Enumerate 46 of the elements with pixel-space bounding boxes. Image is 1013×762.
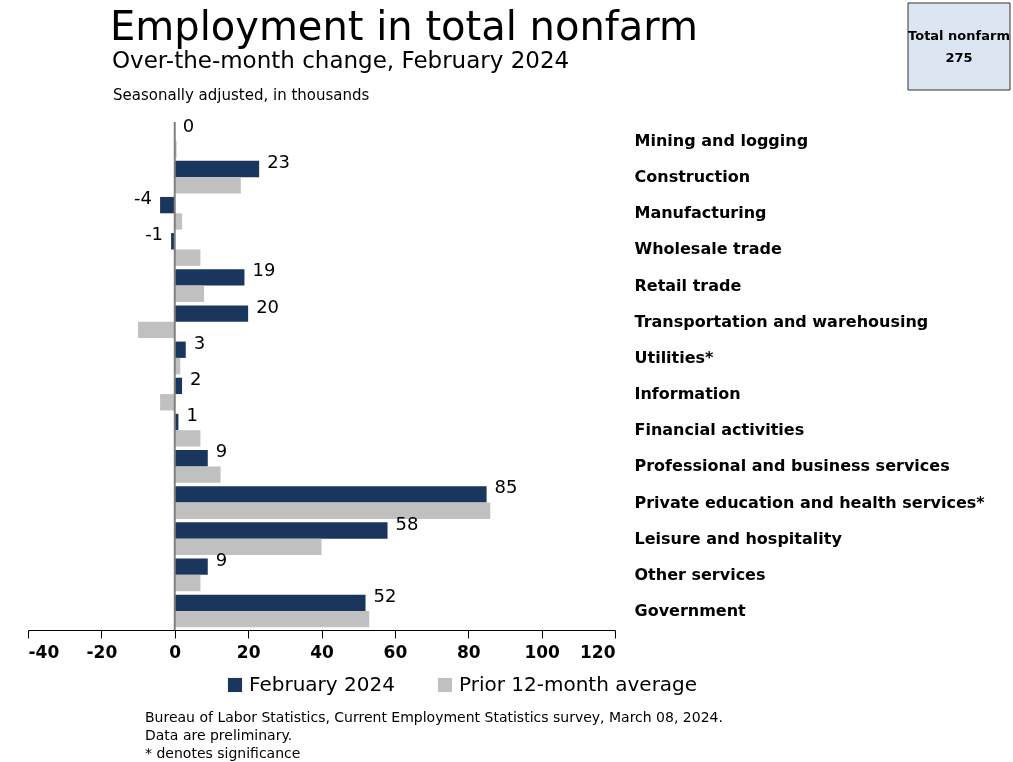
x-tick-label: 80 bbox=[456, 641, 481, 662]
data-label: 85 bbox=[494, 476, 518, 498]
y-tick-label: Construction bbox=[634, 167, 751, 187]
y-tick-label: Retail trade bbox=[634, 275, 742, 295]
y-tick-label: Leisure and hospitality bbox=[634, 528, 843, 548]
y-tick-label: Mining and logging bbox=[634, 130, 809, 150]
y-tick-label: Utilities* bbox=[634, 347, 715, 367]
y-tick-label: Transportation and warehousing bbox=[634, 311, 929, 331]
x-tick-label: -40 bbox=[28, 641, 60, 662]
data-label: 19 bbox=[252, 259, 276, 281]
data-label: 3 bbox=[193, 331, 206, 353]
data-label: 20 bbox=[256, 295, 280, 317]
data-label: -4 bbox=[134, 187, 153, 209]
x-tick-label: 100 bbox=[524, 641, 561, 662]
x-tick-label: 40 bbox=[310, 641, 334, 662]
legend-label: February 2024 bbox=[249, 672, 395, 696]
x-tick-label: 60 bbox=[383, 641, 408, 662]
x-tick-label: 0 bbox=[169, 641, 182, 662]
data-label: 0 bbox=[182, 114, 195, 136]
text: Total nonfarm bbox=[908, 28, 1010, 43]
text: * denotes significance bbox=[145, 745, 301, 761]
y-tick-label: Manufacturing bbox=[634, 203, 767, 223]
text: Data are preliminary. bbox=[145, 727, 293, 743]
y-tick-label: Government bbox=[634, 601, 747, 621]
text: Bureau of Labor Statistics, Current Employment Statistics survey, March 08, 2024. bbox=[145, 709, 723, 725]
data-label: 52 bbox=[373, 584, 397, 606]
y-tick-label: Private education and health services* bbox=[634, 492, 986, 512]
y-tick-label: Other services bbox=[634, 564, 766, 584]
y-tick-label: Wholesale trade bbox=[634, 239, 782, 259]
data-label: 2 bbox=[190, 367, 202, 389]
data-label: 23 bbox=[267, 150, 291, 172]
y-tick-label: Financial activities bbox=[634, 420, 805, 440]
legend-label: Prior 12-month average bbox=[459, 672, 698, 696]
data-label: 9 bbox=[215, 548, 228, 570]
text: 275 bbox=[945, 50, 973, 65]
text: Seasonally adjusted, in thousands bbox=[113, 86, 370, 104]
y-tick-label: Information bbox=[634, 384, 741, 404]
x-tick-label: 120 bbox=[580, 641, 616, 662]
x-tick-label: -20 bbox=[86, 641, 118, 662]
data-label: 58 bbox=[395, 512, 419, 534]
data-label: -1 bbox=[145, 223, 164, 245]
y-tick-label: Professional and business services bbox=[634, 456, 950, 476]
data-label: 1 bbox=[186, 404, 198, 426]
x-tick-label: 20 bbox=[236, 641, 261, 662]
chart-title: Employment in total nonfarm bbox=[110, 3, 699, 49]
data-label: 9 bbox=[215, 440, 228, 462]
